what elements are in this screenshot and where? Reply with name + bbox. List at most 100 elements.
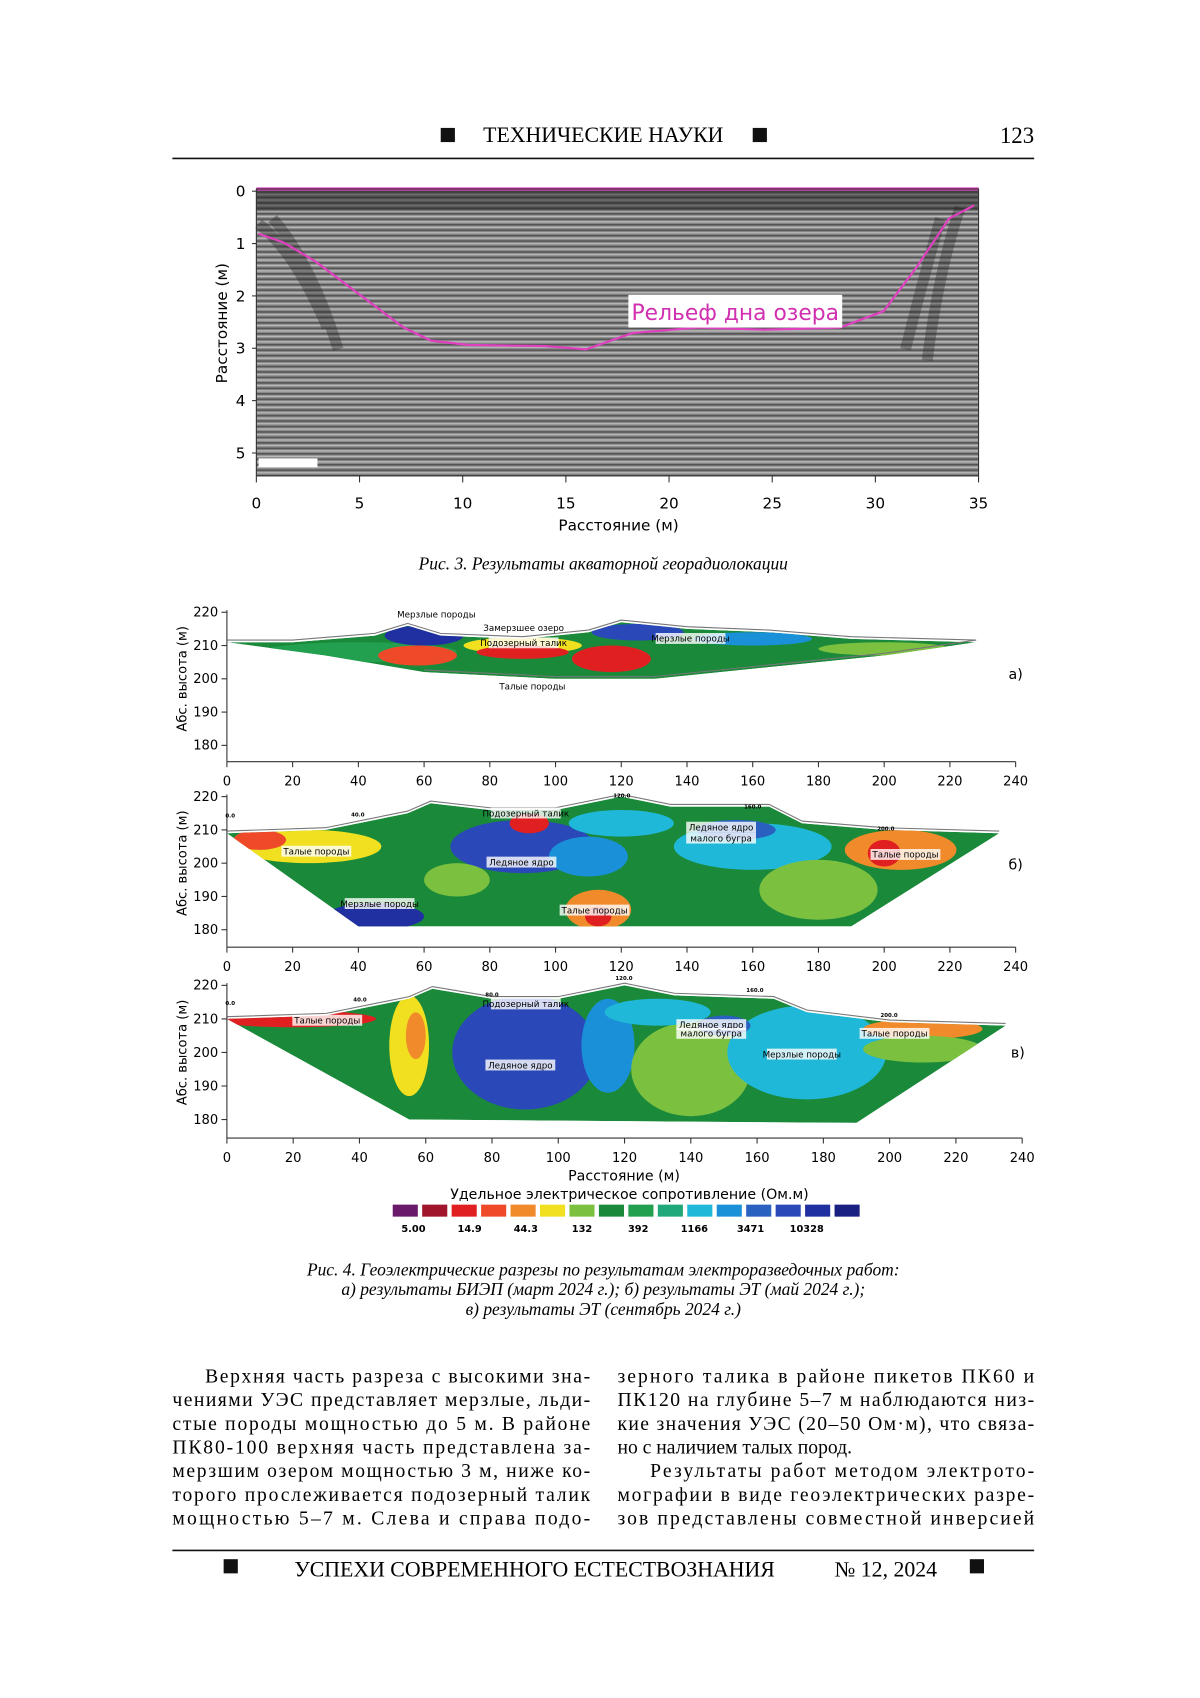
annotation-bg	[488, 622, 559, 633]
annotation-bg	[686, 832, 756, 844]
y-tick-label: 210	[193, 823, 218, 838]
legend-swatch	[569, 1204, 595, 1217]
y-tick-label: 220	[193, 979, 218, 994]
station-marker: 40.0	[353, 998, 367, 1004]
x-tick-label: 240	[1003, 960, 1028, 975]
journal-name: УСПЕХИ СОВРЕМЕННОГО ЕСТЕСТВОЗНАНИЯ	[294, 1558, 774, 1582]
x-tick-label: 15	[556, 495, 575, 513]
x-tick-label: 35	[969, 495, 988, 513]
resistivity-zone	[405, 1012, 426, 1060]
lake-bottom-curve	[258, 204, 975, 351]
y-tick-label: 200	[193, 857, 218, 872]
annotation-bg	[655, 633, 726, 644]
figure-3: Рельеф дна озера Расстояние (м) Расстоян…	[213, 183, 988, 574]
body-line: мографии в виде геоэлектрических разре-	[617, 1485, 1034, 1506]
section	[226, 796, 1000, 927]
annotation: Мерзлые породы	[340, 900, 419, 910]
x-tick-label: 100	[546, 1151, 571, 1166]
x-tick-label: 120	[612, 1151, 637, 1166]
annotation: Подозерный талик	[480, 639, 567, 649]
legend-swatch	[540, 1204, 566, 1217]
annotation-bg	[401, 609, 472, 620]
radargram	[256, 189, 979, 476]
surface-profile	[226, 793, 1000, 832]
footer: УСПЕХИ СОВРЕМЕННОГО ЕСТЕСТВОЗНАНИЯ № 12,…	[172, 1549, 1035, 1582]
legend-label: 3471	[737, 1224, 764, 1235]
legend-label: 10328	[790, 1224, 824, 1235]
station-marker: 160.0	[746, 988, 763, 994]
annotation-bg	[859, 1027, 930, 1039]
body-line: чениями УЭС представляет мерзлые, льди-	[172, 1390, 590, 1411]
legend-swatch	[687, 1204, 713, 1217]
legend-label: 44.3	[514, 1224, 538, 1235]
resistivity-zone	[863, 1035, 983, 1063]
annotation-bg	[559, 904, 630, 916]
body-line: кие значения УЭС (20–50 Ом·м), что связа…	[617, 1414, 1034, 1435]
x-tick-label: 100	[543, 775, 568, 790]
y-axis-label: Расстояние (м)	[213, 263, 231, 383]
annotation-bg	[485, 1059, 556, 1071]
annotation: Ледяное ядро	[488, 1061, 553, 1071]
x-tick-label: 0	[223, 1151, 231, 1166]
x-axis-label: Расстояние (м)	[558, 516, 678, 534]
annotation-bg	[488, 637, 559, 649]
legend-label: 5.00	[401, 1224, 425, 1235]
x-tick-label: 80	[484, 1151, 501, 1166]
surface-profile	[226, 619, 977, 678]
annotation: Талые породы	[498, 683, 565, 693]
annotation-bg	[486, 856, 557, 868]
annotation-bg	[686, 821, 756, 833]
annotation-bg	[497, 681, 568, 692]
legend-swatch	[422, 1204, 448, 1217]
station-marker: 200.0	[880, 1013, 897, 1019]
caption-line: а) результаты БИЭП (март 2024 г.); б) ре…	[341, 1279, 865, 1299]
x-tick-label: 0	[252, 495, 262, 513]
y-tick-label: 190	[193, 890, 218, 905]
x-tick-label: 140	[675, 775, 700, 790]
resistivity-zone	[568, 809, 674, 837]
legend-title: Удельное электрическое сопротивление (Ом…	[450, 1187, 808, 1203]
x-tick-label: 0	[223, 775, 231, 790]
annotation: Ледяное ядро	[489, 858, 554, 868]
header: ТЕХНИЧЕСКИЕ НАУКИ 123	[172, 123, 1035, 160]
annotation: Мерзлые породы	[651, 635, 730, 645]
footer-square	[223, 1559, 238, 1574]
x-tick-label: 5	[355, 495, 365, 513]
resistivity-zone	[548, 836, 628, 877]
x-tick-label: 20	[284, 960, 301, 975]
legend-swatch	[628, 1204, 654, 1217]
footer-square	[969, 1559, 984, 1574]
station-marker: 120.0	[613, 794, 630, 800]
y-axis-label: Абс. высота (м)	[176, 810, 191, 916]
resistivity-zone	[571, 645, 651, 673]
annotation-bg	[676, 1027, 747, 1039]
x-tick-label: 200	[877, 1151, 902, 1166]
body-line: ПК80-100 верхняя часть представлена за-	[172, 1437, 590, 1458]
legend-swatch	[510, 1204, 536, 1217]
x-tick-label: 220	[937, 775, 962, 790]
body-line: мощностью 5–7 м. Слева и справа подо-	[172, 1508, 590, 1529]
annotation-bg	[490, 998, 561, 1010]
panel-label: б)	[1008, 858, 1022, 874]
station-marker: 200.0	[877, 826, 894, 832]
annotation-bg	[870, 849, 941, 860]
resistivity-zone	[233, 829, 287, 850]
x-tick-label: 60	[417, 1151, 434, 1166]
annotation: Ледяное ядро	[679, 1021, 744, 1031]
y-tick-label: 3	[236, 340, 246, 358]
resistivity-zone	[424, 863, 490, 897]
legend-swatch	[805, 1204, 831, 1217]
station-marker: 0.0	[225, 813, 235, 819]
station-marker: 40.0	[351, 812, 365, 818]
legend-swatch	[775, 1204, 801, 1217]
annotation: Подозерный талик	[482, 1000, 569, 1010]
annotation-bg	[292, 1014, 363, 1026]
x-tick-label: 180	[806, 775, 831, 790]
y-tick-label: 0	[236, 183, 246, 201]
annotation-bg	[281, 845, 352, 857]
y-tick-label: 1	[236, 235, 246, 253]
resistivity-zone	[378, 645, 457, 666]
y-tick-label: 220	[193, 790, 218, 805]
